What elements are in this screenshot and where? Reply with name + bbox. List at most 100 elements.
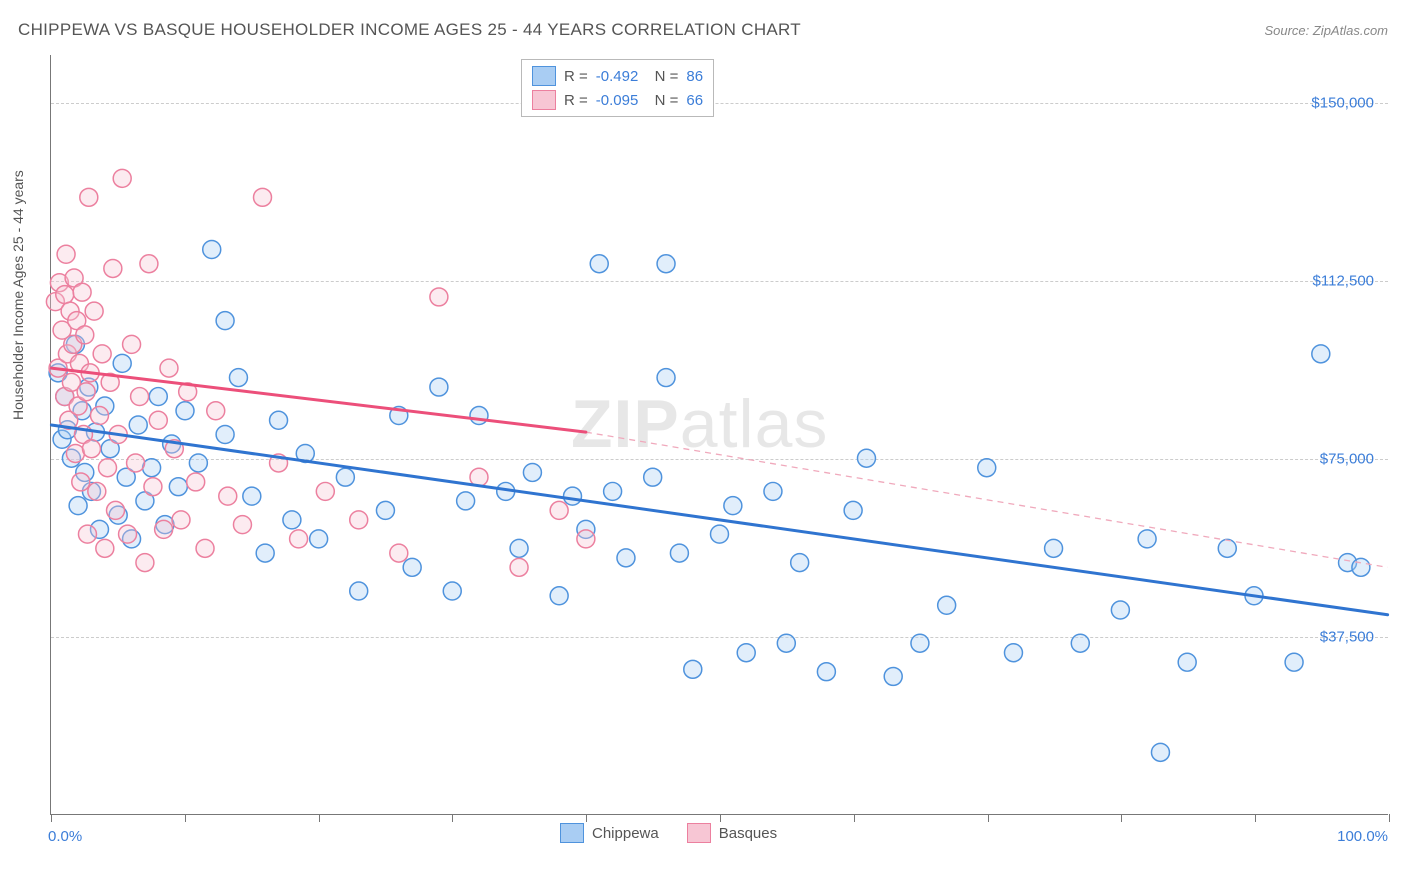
trend-chippewa bbox=[51, 425, 1387, 615]
point-basques bbox=[99, 459, 117, 477]
point-basques bbox=[219, 487, 237, 505]
point-chippewa bbox=[911, 634, 929, 652]
point-basques bbox=[113, 169, 131, 187]
point-basques bbox=[131, 388, 149, 406]
point-basques bbox=[430, 288, 448, 306]
point-chippewa bbox=[243, 487, 261, 505]
point-chippewa bbox=[590, 255, 608, 273]
point-chippewa bbox=[457, 492, 475, 510]
point-chippewa bbox=[113, 354, 131, 372]
x-tick bbox=[988, 814, 989, 822]
stats-row-chippewa: R = -0.492 N = 86 bbox=[532, 64, 703, 88]
point-basques bbox=[510, 558, 528, 576]
point-chippewa bbox=[403, 558, 421, 576]
point-chippewa bbox=[884, 667, 902, 685]
point-chippewa bbox=[149, 388, 167, 406]
point-chippewa bbox=[1004, 644, 1022, 662]
trend-basques-dash bbox=[586, 432, 1388, 567]
point-basques bbox=[233, 516, 251, 534]
point-chippewa bbox=[1138, 530, 1156, 548]
point-basques bbox=[550, 501, 568, 519]
x-tick bbox=[185, 814, 186, 822]
r-value-chippewa: -0.492 bbox=[596, 68, 639, 85]
point-basques bbox=[107, 501, 125, 519]
point-chippewa bbox=[857, 449, 875, 467]
point-chippewa bbox=[644, 468, 662, 486]
scatter-svg bbox=[51, 55, 1388, 814]
point-chippewa bbox=[336, 468, 354, 486]
x-tick bbox=[452, 814, 453, 822]
x-tick bbox=[1389, 814, 1390, 822]
x-tick bbox=[854, 814, 855, 822]
legend-swatch-basques bbox=[687, 823, 711, 843]
point-chippewa bbox=[1045, 539, 1063, 557]
point-basques bbox=[149, 411, 167, 429]
x-tick bbox=[1255, 814, 1256, 822]
point-chippewa bbox=[69, 497, 87, 515]
point-basques bbox=[290, 530, 308, 548]
point-chippewa bbox=[604, 482, 622, 500]
point-basques bbox=[172, 511, 190, 529]
point-basques bbox=[207, 402, 225, 420]
legend-item-basques: Basques bbox=[687, 823, 777, 843]
chart-title: CHIPPEWA VS BASQUE HOUSEHOLDER INCOME AG… bbox=[18, 20, 801, 40]
point-basques bbox=[56, 286, 74, 304]
point-chippewa bbox=[724, 497, 742, 515]
point-chippewa bbox=[978, 459, 996, 477]
r-value-basques: -0.095 bbox=[596, 92, 639, 109]
point-basques bbox=[123, 335, 141, 353]
point-basques bbox=[390, 544, 408, 562]
point-basques bbox=[82, 440, 100, 458]
x-tick bbox=[586, 814, 587, 822]
legend-label-chippewa: Chippewa bbox=[592, 825, 659, 842]
point-chippewa bbox=[189, 454, 207, 472]
x-tick bbox=[1121, 814, 1122, 822]
point-chippewa bbox=[657, 369, 675, 387]
point-chippewa bbox=[684, 660, 702, 678]
legend-swatch-chippewa bbox=[560, 823, 584, 843]
point-chippewa bbox=[1151, 743, 1169, 761]
point-basques bbox=[96, 539, 114, 557]
point-chippewa bbox=[283, 511, 301, 529]
point-chippewa bbox=[176, 402, 194, 420]
point-chippewa bbox=[1178, 653, 1196, 671]
point-chippewa bbox=[764, 482, 782, 500]
point-chippewa bbox=[1218, 539, 1236, 557]
swatch-chippewa bbox=[532, 66, 556, 86]
x-tick bbox=[720, 814, 721, 822]
point-basques bbox=[80, 188, 98, 206]
point-basques bbox=[155, 520, 173, 538]
point-basques bbox=[72, 473, 90, 491]
point-chippewa bbox=[1312, 345, 1330, 363]
point-basques bbox=[144, 478, 162, 496]
x-axis-min-label: 0.0% bbox=[48, 828, 82, 845]
point-basques bbox=[73, 283, 91, 301]
point-basques bbox=[316, 482, 334, 500]
stats-row-basques: R = -0.095 N = 66 bbox=[532, 88, 703, 112]
point-chippewa bbox=[376, 501, 394, 519]
stats-legend: R = -0.492 N = 86 R = -0.095 N = 66 bbox=[521, 59, 714, 117]
point-basques bbox=[77, 383, 95, 401]
point-basques bbox=[140, 255, 158, 273]
point-chippewa bbox=[143, 459, 161, 477]
source-credit: Source: ZipAtlas.com bbox=[1264, 23, 1388, 38]
point-chippewa bbox=[310, 530, 328, 548]
point-basques bbox=[104, 259, 122, 277]
point-chippewa bbox=[510, 539, 528, 557]
point-chippewa bbox=[169, 478, 187, 496]
point-chippewa bbox=[523, 463, 541, 481]
point-chippewa bbox=[737, 644, 755, 662]
point-basques bbox=[93, 345, 111, 363]
point-chippewa bbox=[1111, 601, 1129, 619]
point-chippewa bbox=[229, 369, 247, 387]
point-basques bbox=[66, 444, 84, 462]
point-basques bbox=[350, 511, 368, 529]
x-tick bbox=[51, 814, 52, 822]
point-basques bbox=[160, 359, 178, 377]
legend-item-chippewa: Chippewa bbox=[560, 823, 659, 843]
point-chippewa bbox=[791, 554, 809, 572]
point-basques bbox=[577, 530, 595, 548]
point-chippewa bbox=[1071, 634, 1089, 652]
point-basques bbox=[78, 525, 96, 543]
point-chippewa bbox=[657, 255, 675, 273]
